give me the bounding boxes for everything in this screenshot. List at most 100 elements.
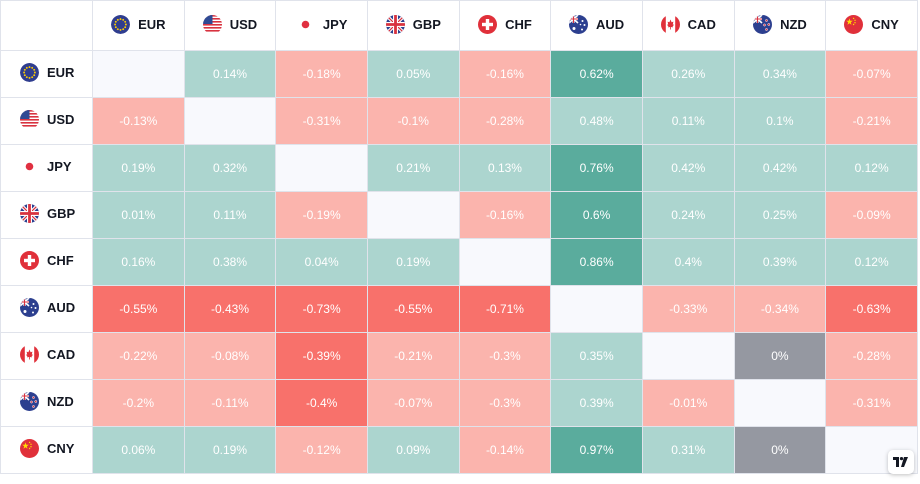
column-header-nzd[interactable]: NZD — [733, 0, 827, 51]
empty-self-cell — [366, 191, 460, 239]
rate-cell-eur-cny[interactable]: -0.07% — [825, 50, 918, 98]
rate-cell-jpy-gbp[interactable]: 0.21% — [366, 144, 460, 192]
rate-cell-cad-cny[interactable]: -0.28% — [825, 332, 918, 380]
rate-cell-nzd-cad[interactable]: -0.01% — [641, 379, 735, 427]
rate-cell-eur-usd[interactable]: 0.14% — [183, 50, 277, 98]
rate-cell-jpy-cny[interactable]: 0.12% — [825, 144, 918, 192]
rate-cell-jpy-usd[interactable]: 0.32% — [183, 144, 277, 192]
rate-cell-cny-gbp[interactable]: 0.09% — [366, 426, 460, 474]
row-header-aud[interactable]: AUD — [0, 285, 93, 333]
rate-cell-chf-usd[interactable]: 0.38% — [183, 238, 277, 286]
rate-cell-usd-chf[interactable]: -0.28% — [458, 97, 552, 145]
rate-cell-nzd-aud[interactable]: 0.39% — [550, 379, 643, 427]
rate-cell-usd-cad[interactable]: 0.11% — [641, 97, 735, 145]
column-header-chf[interactable]: CHF — [458, 0, 552, 51]
rate-cell-chf-cad[interactable]: 0.4% — [641, 238, 735, 286]
rate-cell-aud-eur[interactable]: -0.55% — [92, 285, 185, 333]
new-zealand-flag-icon — [753, 14, 773, 34]
row-header-eur[interactable]: EUR — [0, 50, 93, 98]
rate-cell-gbp-cad[interactable]: 0.24% — [641, 191, 735, 239]
china-flag-icon — [20, 439, 39, 458]
rate-cell-nzd-eur[interactable]: -0.2% — [92, 379, 185, 427]
rate-cell-cny-usd[interactable]: 0.19% — [183, 426, 277, 474]
rate-cell-usd-gbp[interactable]: -0.1% — [366, 97, 460, 145]
rate-cell-cny-eur[interactable]: 0.06% — [92, 426, 185, 474]
rate-cell-gbp-cny[interactable]: -0.09% — [825, 191, 918, 239]
rate-cell-aud-gbp[interactable]: -0.55% — [366, 285, 460, 333]
rate-cell-cad-chf[interactable]: -0.3% — [458, 332, 552, 380]
column-header-eur[interactable]: EUR — [92, 0, 185, 51]
rate-cell-chf-cny[interactable]: 0.12% — [825, 238, 918, 286]
row-header-cny[interactable]: CNY — [0, 426, 93, 474]
rate-cell-aud-nzd[interactable]: -0.34% — [733, 285, 827, 333]
rate-cell-jpy-chf[interactable]: 0.13% — [458, 144, 552, 192]
rate-cell-aud-usd[interactable]: -0.43% — [183, 285, 277, 333]
rate-cell-aud-chf[interactable]: -0.71% — [458, 285, 552, 333]
rate-cell-cad-gbp[interactable]: -0.21% — [366, 332, 460, 380]
column-header-usd[interactable]: USD — [183, 0, 277, 51]
rate-cell-cny-chf[interactable]: -0.14% — [458, 426, 552, 474]
column-header-cny[interactable]: CNY — [825, 0, 918, 51]
row-header-cad[interactable]: CAD — [0, 332, 93, 380]
rate-cell-gbp-eur[interactable]: 0.01% — [92, 191, 185, 239]
rate-cell-chf-eur[interactable]: 0.16% — [92, 238, 185, 286]
rate-cell-cny-nzd[interactable]: 0% — [733, 426, 827, 474]
rate-cell-usd-jpy[interactable]: -0.31% — [275, 97, 368, 145]
rate-cell-gbp-nzd[interactable]: 0.25% — [733, 191, 827, 239]
tradingview-logo-icon[interactable] — [888, 450, 914, 474]
rate-cell-gbp-aud[interactable]: 0.6% — [550, 191, 643, 239]
rate-cell-nzd-jpy[interactable]: -0.4% — [275, 379, 368, 427]
rate-cell-cny-aud[interactable]: 0.97% — [550, 426, 643, 474]
australia-flag-icon — [569, 14, 589, 34]
rate-cell-eur-nzd[interactable]: 0.34% — [733, 50, 827, 98]
rate-cell-cny-cad[interactable]: 0.31% — [641, 426, 735, 474]
row-header-usd[interactable]: USD — [0, 97, 93, 145]
rate-cell-aud-jpy[interactable]: -0.73% — [275, 285, 368, 333]
column-header-gbp[interactable]: GBP — [366, 0, 460, 51]
rate-cell-gbp-chf[interactable]: -0.16% — [458, 191, 552, 239]
rate-cell-gbp-jpy[interactable]: -0.19% — [275, 191, 368, 239]
column-header-jpy[interactable]: JPY — [275, 0, 368, 51]
rate-cell-usd-nzd[interactable]: 0.1% — [733, 97, 827, 145]
rate-cell-jpy-nzd[interactable]: 0.42% — [733, 144, 827, 192]
column-header-aud[interactable]: AUD — [550, 0, 643, 51]
rate-cell-jpy-cad[interactable]: 0.42% — [641, 144, 735, 192]
rate-cell-aud-cad[interactable]: -0.33% — [641, 285, 735, 333]
row-header-chf[interactable]: CHF — [0, 238, 93, 286]
rate-cell-nzd-chf[interactable]: -0.3% — [458, 379, 552, 427]
rate-cell-nzd-gbp[interactable]: -0.07% — [366, 379, 460, 427]
rate-cell-cad-jpy[interactable]: -0.39% — [275, 332, 368, 380]
switzerland-flag-icon — [20, 251, 39, 270]
currency-header-content: JPY — [20, 157, 72, 176]
canada-flag-icon — [660, 14, 680, 34]
rate-cell-usd-aud[interactable]: 0.48% — [550, 97, 643, 145]
rate-cell-eur-aud[interactable]: 0.62% — [550, 50, 643, 98]
rate-cell-usd-eur[interactable]: -0.13% — [92, 97, 185, 145]
rate-cell-cad-nzd[interactable]: 0% — [733, 332, 827, 380]
rate-cell-nzd-cny[interactable]: -0.31% — [825, 379, 918, 427]
rate-cell-aud-cny[interactable]: -0.63% — [825, 285, 918, 333]
rate-cell-chf-aud[interactable]: 0.86% — [550, 238, 643, 286]
rate-cell-gbp-usd[interactable]: 0.11% — [183, 191, 277, 239]
rate-cell-jpy-aud[interactable]: 0.76% — [550, 144, 643, 192]
row-header-jpy[interactable]: JPY — [0, 144, 93, 192]
row-header-nzd[interactable]: NZD — [0, 379, 93, 427]
rate-cell-eur-gbp[interactable]: 0.05% — [366, 50, 460, 98]
rate-cell-chf-gbp[interactable]: 0.19% — [366, 238, 460, 286]
rate-cell-eur-chf[interactable]: -0.16% — [458, 50, 552, 98]
rate-cell-cny-jpy[interactable]: -0.12% — [275, 426, 368, 474]
column-header-cad[interactable]: CAD — [641, 0, 735, 51]
rate-cell-eur-cad[interactable]: 0.26% — [641, 50, 735, 98]
rate-cell-cad-usd[interactable]: -0.08% — [183, 332, 277, 380]
row-header-gbp[interactable]: GBP — [0, 191, 93, 239]
currency-code-label: CNY — [47, 441, 75, 456]
rate-cell-usd-cny[interactable]: -0.21% — [825, 97, 918, 145]
rate-cell-chf-jpy[interactable]: 0.04% — [275, 238, 368, 286]
rate-cell-jpy-eur[interactable]: 0.19% — [92, 144, 185, 192]
currency-header-content: EUR — [20, 63, 74, 82]
rate-cell-cad-aud[interactable]: 0.35% — [550, 332, 643, 380]
rate-cell-nzd-usd[interactable]: -0.11% — [183, 379, 277, 427]
rate-cell-eur-jpy[interactable]: -0.18% — [275, 50, 368, 98]
rate-cell-chf-nzd[interactable]: 0.39% — [733, 238, 827, 286]
rate-cell-cad-eur[interactable]: -0.22% — [92, 332, 185, 380]
